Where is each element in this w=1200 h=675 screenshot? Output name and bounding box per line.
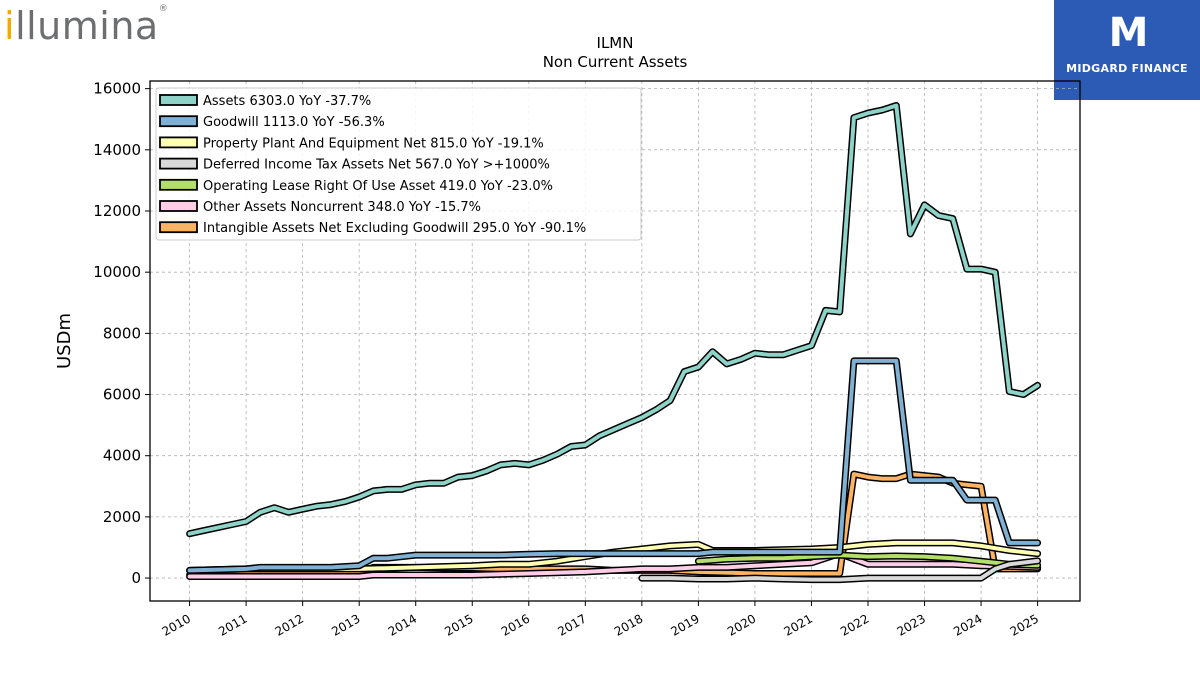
midgard-name: MIDGARD FINANCE — [1066, 62, 1188, 75]
series-line-6 — [186, 470, 1042, 579]
legend-swatch — [159, 115, 198, 128]
legend: Assets 6303.0 YoY -37.7% Goodwill 1113.0 … — [155, 87, 642, 241]
x-tick-label: 2018 — [612, 611, 645, 638]
y-tick-label: 8000 — [103, 324, 141, 342]
series-stroke — [187, 472, 1040, 577]
x-tick-label: 2017 — [555, 611, 588, 638]
x-tick-label: 2014 — [386, 611, 419, 638]
legend-entry: Goodwill 1113.0 YoY -56.3% — [203, 115, 385, 130]
x-tick-label: 2024 — [951, 611, 984, 638]
legend-swatch — [159, 178, 198, 191]
logo-rest: llumina — [15, 4, 159, 48]
x-tick-label: 2020 — [725, 611, 758, 638]
series-lines — [186, 102, 1042, 584]
legend-entry: Property Plant And Equipment Net 815.0 Y… — [203, 136, 544, 151]
chart-subtitle: Non Current Assets — [543, 53, 688, 71]
x-tick-label: 2023 — [895, 611, 928, 638]
legend-entry: Deferred Income Tax Assets Net 567.0 YoY… — [203, 158, 550, 173]
y-tick-label: 2000 — [103, 508, 141, 526]
legend-swatch — [159, 221, 198, 234]
x-axis: 2010 2011 2012 2013 2014 2015 2016 2017 2018 2019… — [160, 601, 1041, 639]
series-stroke — [187, 103, 1040, 536]
x-tick-label: 2022 — [838, 611, 871, 638]
x-tick-label: 2010 — [160, 611, 193, 638]
y-tick-label: 16000 — [93, 80, 141, 98]
series-line-2 — [186, 539, 1042, 574]
series-stroke — [187, 358, 1040, 573]
x-tick-label: 2012 — [273, 611, 306, 638]
x-tick-label: 2025 — [1008, 611, 1041, 638]
illumina-logo: illumina® — [4, 4, 168, 48]
legend-swatch — [159, 200, 198, 212]
midgard-finance-logo: M MIDGARD FINANCE — [1054, 0, 1200, 100]
legend-entry: Assets 6303.0 YoY -37.7% — [203, 94, 371, 109]
x-tick-label: 2021 — [782, 611, 815, 638]
y-axis: 0 2000 4000 6000 8000 10000 12000 14000 16000 — [93, 80, 150, 587]
series-stroke — [187, 551, 1040, 579]
series-line-3 — [638, 557, 1042, 584]
legend-box — [155, 87, 642, 241]
plot-frame — [149, 80, 1081, 602]
y-tick-label: 14000 — [93, 141, 141, 159]
x-tick-label: 2019 — [668, 611, 701, 638]
logo-registered-mark: ® — [158, 4, 169, 14]
y-tick-label: 6000 — [103, 386, 141, 404]
y-tick-label: 10000 — [93, 263, 141, 281]
series-outline — [186, 470, 1042, 579]
series-line-4 — [694, 551, 1042, 569]
legend-entry: Operating Lease Right Of Use Asset 419.0… — [203, 179, 553, 194]
x-tick-label: 2013 — [329, 611, 362, 638]
x-tick-label: 2016 — [499, 611, 532, 638]
legend-swatch — [159, 94, 198, 106]
series-line-5 — [186, 550, 1042, 580]
y-tick-label: 4000 — [103, 447, 141, 465]
legend-swatch — [159, 157, 198, 170]
y-axis-label: USDm — [54, 313, 75, 369]
y-tick-label: 0 — [131, 569, 141, 587]
series-line-0 — [186, 102, 1042, 538]
x-tick-label: 2011 — [216, 611, 249, 638]
y-tick-label: 12000 — [93, 202, 141, 220]
logo-accent: i — [4, 4, 16, 48]
series-stroke — [639, 558, 1040, 582]
legend-entry: Intangible Assets Net Excluding Goodwill… — [203, 221, 586, 236]
chart-title: ILMN — [597, 34, 634, 52]
x-tick-label: 2015 — [442, 611, 475, 638]
series-stroke — [187, 540, 1040, 573]
legend-entry: Other Assets Noncurrent 348.0 YoY -15.7% — [203, 200, 481, 215]
midgard-mark-icon: M — [1108, 10, 1149, 56]
legend-swatch — [159, 136, 198, 149]
series-line-1 — [186, 357, 1042, 574]
series-stroke — [696, 553, 1040, 568]
